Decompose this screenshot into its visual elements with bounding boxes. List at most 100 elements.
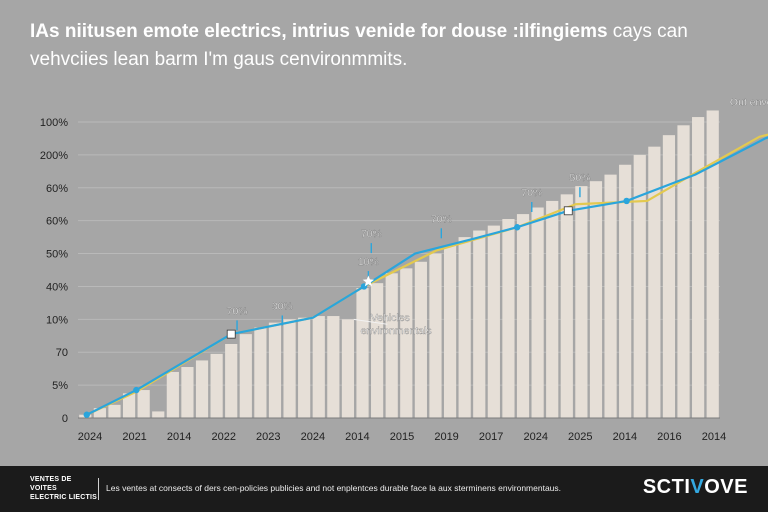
footer-brand-line1: VENTES DE VOITES <box>30 476 72 492</box>
bar <box>429 253 442 418</box>
square-marker <box>563 206 573 216</box>
bar <box>633 154 646 418</box>
bar <box>239 334 252 418</box>
footer: VENTES DE VOITES ELECTRIC LIECTIS Les ve… <box>0 466 768 512</box>
bar <box>575 186 588 418</box>
footer-divider <box>98 478 99 500</box>
headline-line2: vehvciies lean barm I'm gaus cenvironmmi… <box>30 49 408 70</box>
y-tick-label: 40% <box>46 281 68 293</box>
x-tick-label: 2014 <box>345 431 369 443</box>
bar <box>137 390 150 418</box>
bar <box>589 181 603 418</box>
bar <box>122 393 136 418</box>
bar <box>108 404 121 418</box>
bar <box>268 322 282 418</box>
x-tick-label: 2024 <box>301 431 325 443</box>
point-marker <box>513 224 521 231</box>
point-marker <box>83 411 90 418</box>
y-tick-label: 5% <box>52 380 68 392</box>
annotation-label: 30% <box>272 300 293 312</box>
headline: IAs niitusen emote electrics, intrius ve… <box>30 18 750 74</box>
x-tick-label: 2019 <box>434 431 458 443</box>
annotation-label: 50% <box>569 172 590 184</box>
bar <box>166 371 179 418</box>
x-tick-label: 2021 <box>122 431 146 443</box>
logo-main: SCTI <box>642 476 691 498</box>
logo-tail: OVE <box>704 476 748 498</box>
x-tick-label: 2015 <box>390 431 414 443</box>
x-tick-label: 2025 <box>568 431 592 443</box>
point-marker <box>623 197 630 205</box>
bar <box>531 207 544 418</box>
bar <box>225 344 238 418</box>
bar <box>560 194 573 418</box>
y-tick-label: 100% <box>40 117 68 129</box>
logo-accent: V <box>690 476 705 498</box>
bar <box>458 237 471 418</box>
bar <box>210 353 223 418</box>
bar <box>327 316 340 418</box>
y-tick-label: 0 <box>62 413 68 425</box>
square-marker <box>226 329 236 339</box>
bar <box>298 317 311 418</box>
x-tick-label: 2022 <box>211 431 235 443</box>
bar <box>619 164 632 418</box>
y-tick-label: 60% <box>46 183 68 195</box>
x-tick-label: 2024 <box>523 431 547 443</box>
bar <box>546 200 559 418</box>
bar <box>93 408 106 418</box>
bar <box>604 174 617 418</box>
bar-line-chart: 0 5% 70 10% 40% 50% 60% 60% 200% 100% 2024 2021 2014… <box>40 96 768 443</box>
bar <box>692 117 705 419</box>
annotation-label: 70% <box>361 228 382 240</box>
headline-tail: cays can <box>607 21 688 42</box>
bar <box>706 110 719 418</box>
annotation-label: Vehicles <box>371 312 410 324</box>
x-tick-label: 2023 <box>256 431 280 443</box>
point-marker <box>133 386 140 394</box>
annotation-label: 10% <box>358 256 379 268</box>
x-tick-label: 2016 <box>657 431 681 443</box>
annotation-label: 70% <box>227 305 248 317</box>
bar <box>443 245 457 418</box>
y-tick-label: 200% <box>40 150 68 162</box>
bar <box>473 230 486 418</box>
bar <box>283 319 296 418</box>
bar <box>414 261 427 418</box>
footer-caption: Les ventes at consects of ders cen-polic… <box>106 483 562 493</box>
bar <box>195 360 209 418</box>
bar <box>341 319 355 418</box>
bar <box>487 225 500 418</box>
footer-brand-line2: ELECTRIC LIECTIS <box>30 494 97 501</box>
x-tick-label: 2014 <box>167 431 191 443</box>
bar <box>516 214 530 418</box>
x-tick-label: 2014 <box>613 431 637 443</box>
bar <box>312 316 325 418</box>
bar <box>181 367 194 418</box>
annotation-label: 70% <box>431 213 452 225</box>
annotation-label: 70% <box>521 187 542 199</box>
annotation-label: Out enverices <box>730 97 768 109</box>
bar <box>385 273 398 418</box>
footer-brand: VENTES DE VOITES ELECTRIC LIECTIS <box>30 475 100 502</box>
bar <box>648 146 661 418</box>
bar <box>677 125 690 419</box>
bar <box>662 135 676 418</box>
bar <box>254 327 267 418</box>
star-marker <box>362 275 375 287</box>
footer-logo: SCTIVOVE <box>643 476 748 499</box>
x-tick-label: 2017 <box>479 431 503 443</box>
x-tick-label: 2024 <box>78 431 102 443</box>
vehicles-leader <box>353 318 388 325</box>
bar <box>400 268 413 418</box>
x-tick-label: 2014 <box>702 431 726 443</box>
y-tick-label: 60% <box>46 216 68 228</box>
annotation-label: environmentals <box>360 325 431 337</box>
y-tick-label: 50% <box>46 249 68 261</box>
bar <box>152 411 165 418</box>
bar <box>502 219 515 418</box>
bar <box>371 283 384 418</box>
headline-bold: IAs niitusen emote electrics, intrius ve… <box>30 21 608 42</box>
y-tick-label: 10% <box>46 314 68 326</box>
bar <box>356 288 369 418</box>
